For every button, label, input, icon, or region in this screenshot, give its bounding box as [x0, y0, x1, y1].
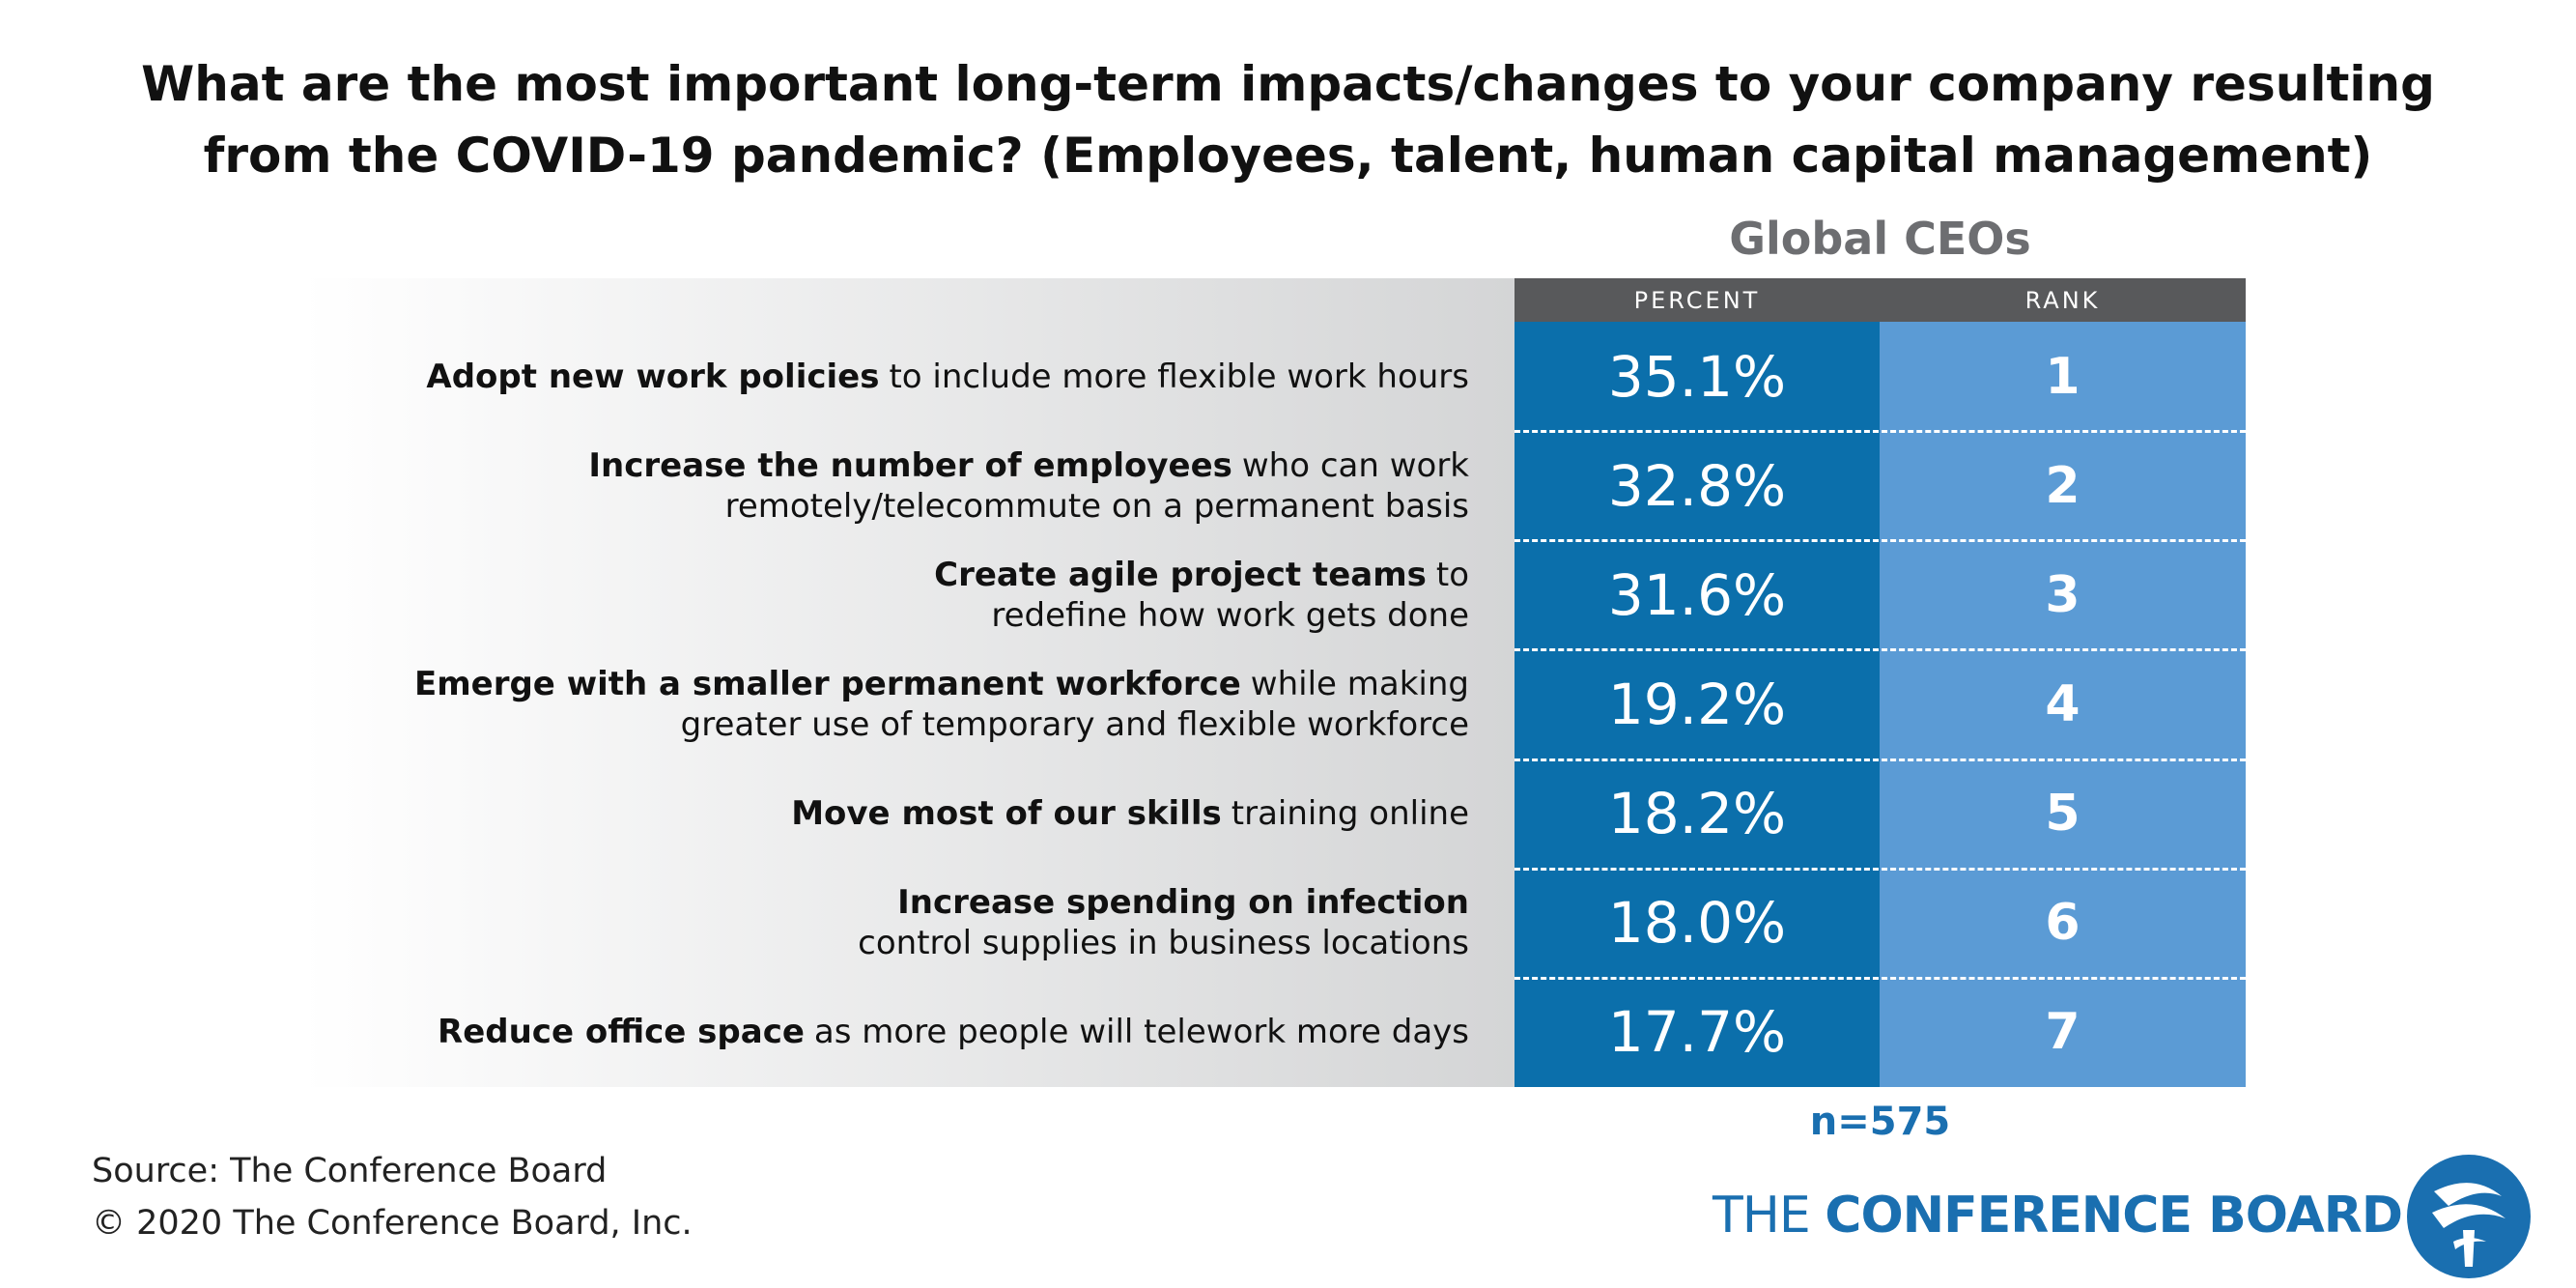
label-line: Increase spending on infection — [858, 882, 1469, 923]
label-text: control supplies in business locations — [858, 924, 1469, 963]
percent-cell: 18.0% — [1514, 868, 1880, 978]
label-bold: Increase the number of employees — [588, 445, 1232, 485]
source-line: © 2020 The Conference Board, Inc. — [92, 1204, 693, 1243]
label-line: Reduce office space as more people will t… — [438, 1012, 1469, 1052]
source-line: Source: The Conference Board — [92, 1152, 608, 1190]
row-separator — [1514, 976, 2246, 980]
title-line: What are the most important long-term im… — [141, 56, 2435, 112]
label-bold: Adopt new work policies — [426, 357, 880, 396]
label-text: remotely/telecommute on a permanent basi… — [724, 486, 1469, 526]
label-text: training online — [1231, 794, 1469, 834]
rank-cell: 4 — [1880, 649, 2246, 759]
label-line: Emerge with a smaller permanent workforc… — [414, 664, 1469, 704]
label-line: Adopt new work policies to include more f… — [426, 357, 1469, 397]
row-label: Reduce office space as more people will t… — [438, 978, 1469, 1087]
percent-cell: 31.6% — [1514, 540, 1880, 650]
label-line: redefine how work gets done — [934, 595, 1469, 636]
column-header: RANK — [1880, 278, 2246, 322]
percent-cell: 19.2% — [1514, 649, 1880, 759]
label-text: while making — [1250, 664, 1469, 703]
label-text: to — [1435, 555, 1469, 594]
label-line: control supplies in business locations — [858, 923, 1469, 963]
row-separator — [1514, 539, 2246, 543]
label-bold: Reduce office space — [438, 1013, 805, 1052]
label-line: greater use of temporary and flexible wo… — [414, 704, 1469, 745]
logo-pre: THE — [1713, 1187, 1811, 1245]
logo-text: THE CONFERENCE BOARD — [1713, 1187, 2403, 1245]
label-text: greater use of temporary and flexible wo… — [680, 704, 1469, 744]
label-line: remotely/telecommute on a permanent basi… — [588, 486, 1469, 527]
row-label: Adopt new work policies to include more f… — [426, 322, 1469, 431]
percent-cell: 17.7% — [1514, 977, 1880, 1087]
label-line: Create agile project teams to — [934, 555, 1469, 595]
label-bold: Increase spending on infection — [897, 883, 1469, 923]
row-separator — [1514, 758, 2246, 761]
label-text: who can work — [1241, 445, 1469, 485]
label-bold: Move most of our skills — [791, 794, 1222, 834]
percent-cell: 35.1% — [1514, 322, 1880, 432]
row-label: Create agile project teams to redefine how… — [934, 540, 1469, 649]
logo-main: CONFERENCE BOARD — [1825, 1187, 2403, 1245]
label-line: Increase the number of employees who can … — [588, 445, 1469, 486]
row-separator — [1514, 430, 2246, 434]
row-label: Increase spending on infection control su… — [858, 869, 1469, 978]
percent-cell: 32.8% — [1514, 431, 1880, 541]
label-text: to include more flexible work hours — [889, 357, 1469, 396]
rank-cell: 3 — [1880, 540, 2246, 650]
rank-cell: 7 — [1880, 977, 2246, 1087]
label-bold: Create agile project teams — [934, 555, 1427, 594]
column-header: PERCENT — [1514, 278, 1880, 322]
rank-cell: 5 — [1880, 758, 2246, 869]
row-label: Emerge with a smaller permanent workforc… — [414, 649, 1469, 758]
rank-cell: 1 — [1880, 322, 2246, 432]
row-separator — [1514, 648, 2246, 652]
sample-note: n=575 — [1809, 1100, 1951, 1144]
percent-cell: 18.2% — [1514, 758, 1880, 869]
label-background — [0, 278, 1514, 1087]
title-line: from the COVID-19 pandemic? (Employees, … — [203, 128, 2373, 184]
row-label: Move most of our skills training online — [791, 759, 1469, 869]
row-separator — [1514, 867, 2246, 871]
rank-cell: 2 — [1880, 431, 2246, 541]
label-line: Move most of our skills training online — [791, 793, 1469, 834]
rank-cell: 6 — [1880, 868, 2246, 978]
label-bold: Emerge with a smaller permanent workforc… — [413, 664, 1241, 703]
group-header: Global CEOs — [1729, 213, 2031, 265]
logo-icon — [2407, 1155, 2531, 1278]
label-text: redefine how work gets done — [991, 595, 1469, 635]
label-text: as more people will telework more days — [813, 1013, 1469, 1052]
row-label: Increase the number of employees who can … — [588, 431, 1469, 540]
